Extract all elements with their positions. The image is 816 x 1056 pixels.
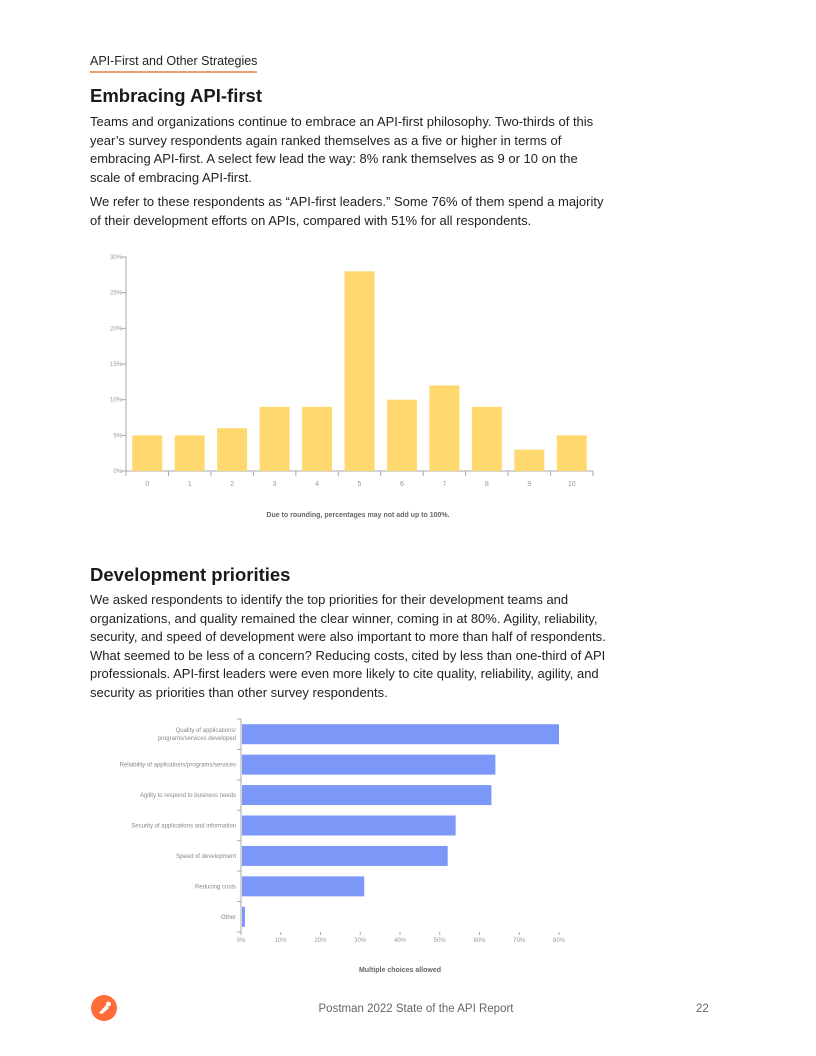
footer-title: Postman 2022 State of the API Report bbox=[318, 1003, 514, 1015]
x-tick-label: 30% bbox=[354, 938, 367, 944]
x-tick-label: 10 bbox=[568, 481, 576, 488]
x-tick-label: 0 bbox=[145, 481, 149, 488]
y-tick-label: 10% bbox=[110, 398, 123, 404]
bar bbox=[242, 785, 492, 806]
bar-2 bbox=[217, 428, 248, 471]
bar-6 bbox=[386, 399, 417, 471]
y-tick-label: Speed of development bbox=[176, 854, 236, 860]
x-tick-label: 5 bbox=[358, 481, 362, 488]
x-tick-label: 0% bbox=[237, 938, 246, 944]
paragraph: We refer to these respondents as “API-fi… bbox=[90, 194, 604, 228]
x-tick-label: 50% bbox=[434, 938, 447, 944]
development-priorities-chart: 0% 10% 20% 30% 40% 50% 60% 70% 80% Quality of app… bbox=[120, 718, 566, 974]
y-tick-label: 15% bbox=[110, 362, 123, 368]
paragraph: We asked respondents to identify the top… bbox=[90, 592, 606, 700]
chart-note: Due to rounding, percentages may not add… bbox=[266, 512, 449, 519]
x-tick-label: 6 bbox=[400, 481, 404, 488]
bar bbox=[242, 906, 245, 927]
postman-logo bbox=[91, 995, 117, 1021]
y-tick-label: 0% bbox=[113, 469, 122, 475]
y-tick-label: Other bbox=[221, 915, 236, 921]
x-tick-label: 7 bbox=[442, 481, 446, 488]
page-number: 22 bbox=[696, 1003, 709, 1015]
bar-10 bbox=[556, 435, 587, 471]
y-tick-label: 5% bbox=[113, 433, 122, 439]
x-tick-label: 3 bbox=[273, 481, 277, 488]
bar-7 bbox=[429, 385, 460, 471]
bar-5 bbox=[344, 271, 375, 471]
x-tick-label: 20% bbox=[314, 938, 327, 944]
bar-9 bbox=[514, 449, 545, 471]
heading-development-priorities: Development priorities bbox=[90, 564, 291, 585]
section-label: API-First and Other Strategies bbox=[90, 54, 258, 73]
y-tick-label: 30% bbox=[110, 255, 123, 261]
bar bbox=[242, 815, 456, 836]
bar bbox=[242, 845, 448, 866]
bar-4 bbox=[302, 406, 333, 471]
x-tick-label: 60% bbox=[473, 938, 486, 944]
x-tick-label: 1 bbox=[188, 481, 192, 488]
x-tick-label: 2 bbox=[230, 481, 234, 488]
x-tick-label: 40% bbox=[394, 938, 407, 944]
chart-note: Multiple choices allowed bbox=[359, 967, 441, 974]
x-tick-label: 70% bbox=[513, 938, 526, 944]
paragraph: Teams and organizations continue to embr… bbox=[90, 114, 594, 185]
bar bbox=[242, 724, 559, 745]
bar-3 bbox=[259, 406, 290, 471]
y-tick-label: Reliability of applications/programs/ser… bbox=[120, 763, 236, 769]
heading-embracing-api-first: Embracing API-first bbox=[90, 85, 263, 106]
x-tick-label: 8 bbox=[485, 481, 489, 488]
x-tick-label: 10% bbox=[275, 938, 288, 944]
y-tick-label: Agility to respond to business needs bbox=[140, 793, 236, 799]
y-tick-label: 25% bbox=[110, 291, 123, 297]
y-tick-label: 20% bbox=[110, 326, 123, 332]
bar bbox=[242, 754, 496, 775]
x-tick-label: 4 bbox=[315, 481, 319, 488]
api-first-ranking-chart: 0% 5% 10% 15% 20% 25% 30% 0 1 2 3 4 5 6 7 8 9 10 Due to r… bbox=[110, 255, 594, 519]
bar-0 bbox=[132, 435, 163, 471]
x-tick-label: 9 bbox=[527, 481, 531, 488]
bar-8 bbox=[471, 406, 502, 471]
bar-1 bbox=[174, 435, 205, 471]
x-tick-label: 80% bbox=[553, 938, 566, 944]
bar bbox=[242, 876, 365, 897]
y-tick-label: Security of applications and information bbox=[131, 824, 236, 830]
y-tick-label: Reducing costs bbox=[195, 884, 236, 890]
y-tick-label: programs/services developed bbox=[158, 736, 236, 742]
y-tick-label: Quality of applications/ bbox=[176, 728, 237, 734]
